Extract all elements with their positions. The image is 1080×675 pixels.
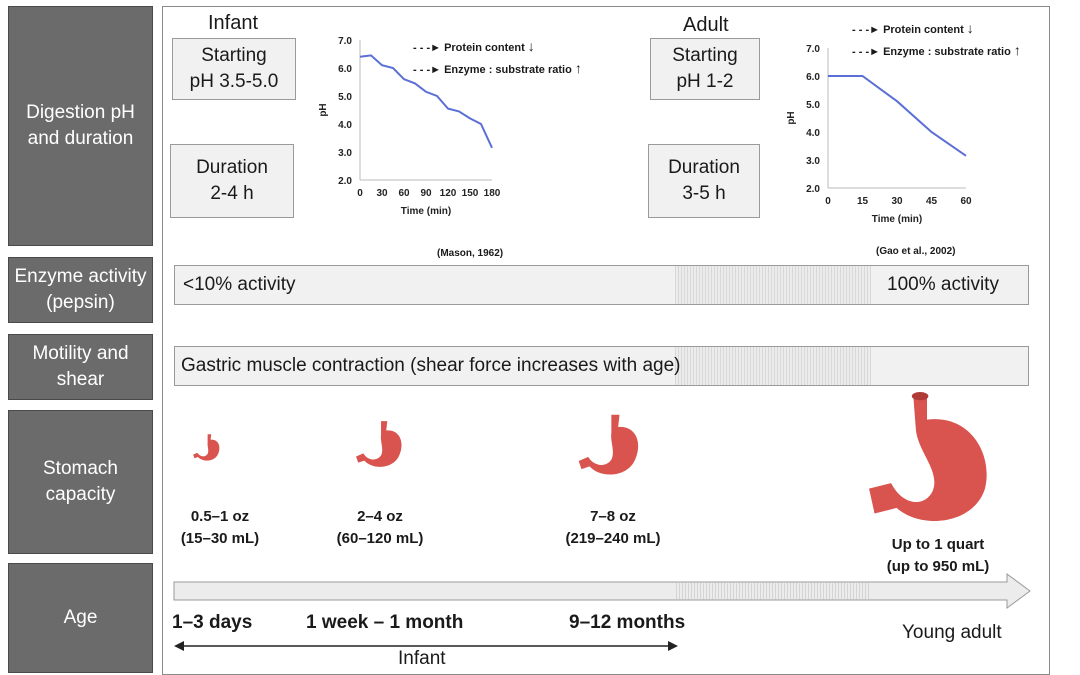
legend-protein-infant: - - -► Protein content ↓	[413, 38, 535, 54]
enzyme-high-label: 100% activity	[887, 274, 999, 295]
age-label-adult: Young adult	[902, 622, 1002, 643]
row-label-enzyme: Enzyme activity (pepsin)	[8, 257, 153, 323]
infant-span-arrow	[174, 641, 678, 651]
stomach-icon-month	[356, 421, 402, 467]
age-label-newborn: 1–3 days	[172, 612, 253, 633]
motility-bar: Gastric muscle contraction (shear force …	[174, 346, 1029, 386]
y-tick-label: 5.0	[806, 100, 820, 111]
y-tick-label: 3.0	[806, 156, 820, 167]
row-label-capacity: Stomach capacity	[8, 410, 153, 554]
infant-starting-ph-box: Starting pH 3.5-5.0	[172, 38, 296, 100]
x-tick-label: 0	[825, 196, 831, 207]
infant-ph-chart: 2.0 3.0 4.0 5.0 6.0 7.0 0 30 60 90 120 150 180 Time (…	[318, 36, 501, 217]
x-axis-label: Time (min)	[872, 214, 922, 225]
row-label-motility: Motility and shear	[8, 334, 153, 400]
age-timeline-arrow	[173, 573, 1031, 609]
legend-dashed-arrow-icon: - - -►	[852, 24, 880, 36]
x-axis-label: Time (min)	[401, 206, 451, 217]
x-tick-label: 45	[926, 196, 938, 207]
legend-dashed-arrow-icon: - - -►	[413, 64, 441, 76]
legend-dashed-arrow-icon: - - -►	[413, 42, 441, 54]
y-tick-label: 5.0	[338, 92, 352, 103]
chart-axes	[827, 48, 966, 189]
down-arrow-icon: ↓	[527, 38, 535, 54]
y-tick-label: 3.0	[338, 148, 352, 159]
citation-mason: (Mason, 1962)	[437, 248, 504, 259]
infant-heading: Infant	[208, 12, 259, 34]
y-axis-label: pH	[786, 111, 797, 124]
x-tick-label: 90	[420, 188, 432, 199]
y-tick-label: 2.0	[806, 184, 820, 195]
age-label-year: 9–12 months	[569, 612, 686, 633]
capacity-label-adult: Up to 1 quart (up to 950 mL)	[886, 536, 990, 575]
enzyme-activity-bar: <10% activity 100% activity	[174, 265, 1029, 305]
motility-label: Gastric muscle contraction (shear force …	[181, 355, 681, 376]
ph-series-line	[828, 75, 967, 157]
down-arrow-icon: ↓	[966, 20, 974, 36]
age-label-infant-span: Infant	[398, 648, 446, 669]
adult-duration-box: Duration 3-5 h	[648, 144, 760, 218]
enzyme-transition-segment	[675, 266, 871, 304]
stomach-icon-year	[578, 414, 639, 475]
row-label-digestion: Digestion pH and duration	[8, 6, 153, 246]
adult-ph-chart: 2.0 3.0 4.0 5.0 6.0 7.0 0 15 30 45 60 Time (min) pH	[786, 44, 972, 225]
legend-protein-adult: - - -► Protein content ↓	[852, 20, 974, 36]
capacity-label-year: 7–8 oz (219–240 mL)	[565, 508, 661, 547]
citation-gao: (Gao et al., 2002)	[876, 246, 956, 257]
x-tick-label: 180	[484, 188, 501, 199]
adult-starting-ph-box: Starting pH 1-2	[650, 38, 760, 100]
y-tick-label: 6.0	[338, 64, 352, 75]
adult-heading: Adult	[683, 14, 729, 36]
stomach-icon-adult	[869, 392, 987, 521]
x-tick-label: 30	[376, 188, 388, 199]
x-tick-label: 60	[398, 188, 410, 199]
legend-dashed-arrow-icon: - - -►	[852, 46, 880, 58]
up-arrow-icon: ↑	[1013, 42, 1021, 58]
legend-ratio-infant: - - -► Enzyme : substrate ratio ↑	[413, 60, 582, 76]
enzyme-low-label: <10% activity	[183, 274, 296, 295]
stomach-icon-newborn	[193, 434, 220, 461]
chart-axes	[359, 40, 492, 181]
y-tick-label: 4.0	[338, 120, 352, 131]
ph-series-line	[359, 54, 493, 149]
y-tick-label: 2.0	[338, 176, 352, 187]
y-tick-label: 4.0	[806, 128, 820, 139]
y-tick-label: 7.0	[338, 36, 352, 47]
infant-duration-box: Duration 2-4 h	[170, 144, 294, 218]
capacity-label-newborn: 0.5–1 oz (15–30 mL)	[180, 508, 260, 547]
y-tick-label: 6.0	[806, 72, 820, 83]
x-tick-label: 0	[357, 188, 363, 199]
x-tick-label: 60	[960, 196, 972, 207]
x-tick-label: 30	[891, 196, 903, 207]
row-label-age: Age	[8, 563, 153, 673]
y-tick-label: 7.0	[806, 44, 820, 55]
age-label-month: 1 week – 1 month	[306, 612, 464, 633]
x-tick-label: 150	[462, 188, 479, 199]
y-axis-label: pH	[318, 103, 329, 116]
motility-transition-segment	[675, 347, 871, 385]
legend-ratio-adult: - - -► Enzyme : substrate ratio ↑	[852, 42, 1021, 58]
x-tick-label: 15	[857, 196, 869, 207]
up-arrow-icon: ↑	[574, 60, 582, 76]
x-tick-label: 120	[440, 188, 457, 199]
capacity-label-month: 2–4 oz (60–120 mL)	[336, 508, 424, 547]
